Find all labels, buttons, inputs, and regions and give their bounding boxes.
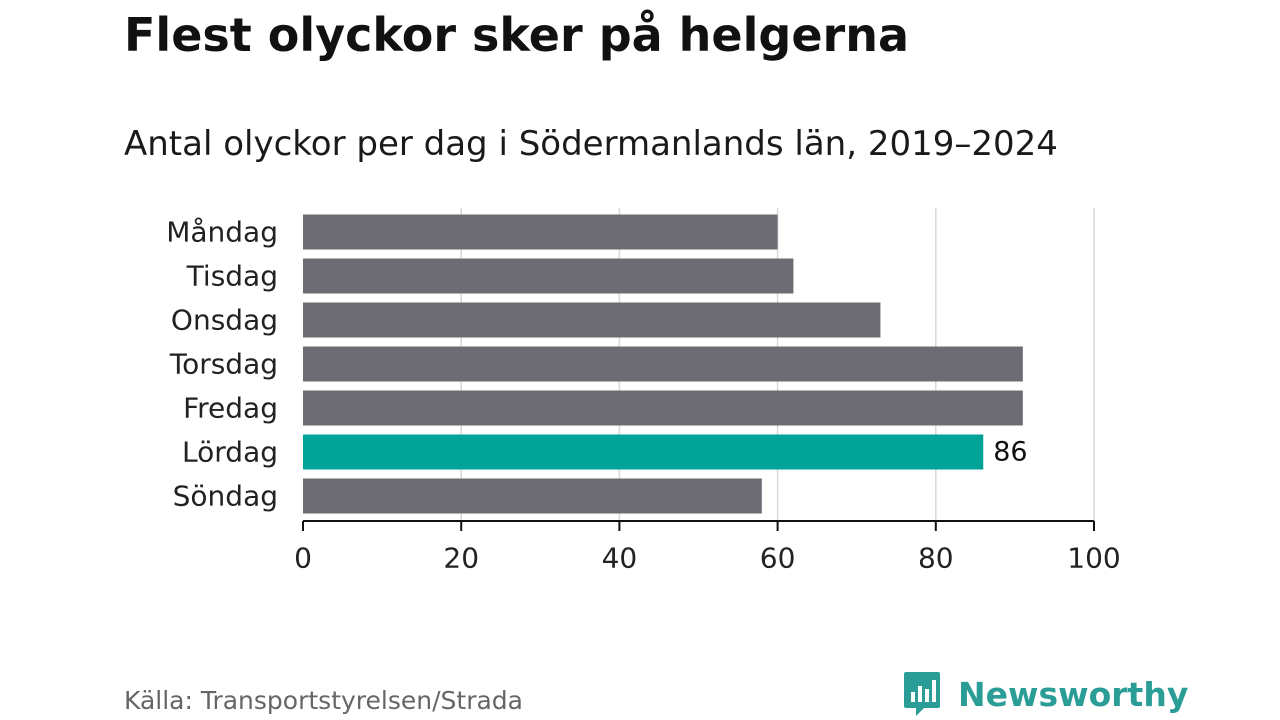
- category-label: Söndag: [173, 480, 278, 513]
- bar-torsdag: [303, 346, 1023, 382]
- category-label: Lördag: [182, 436, 278, 469]
- bar-lördag: [303, 434, 984, 470]
- x-tick-label: 60: [760, 542, 796, 575]
- category-label: Måndag: [166, 216, 278, 249]
- chart-subtitle: Antal olyckor per dag i Södermanlands lä…: [124, 124, 1058, 164]
- bar-söndag: [303, 478, 762, 514]
- x-tick-label: 80: [918, 542, 954, 575]
- bar-tisdag: [303, 258, 794, 294]
- brand-logo: Newsworthy: [902, 670, 1188, 718]
- bar-onsdag: [303, 302, 881, 338]
- brand-name: Newsworthy: [958, 674, 1189, 714]
- x-tick-label: 0: [294, 542, 312, 575]
- x-tick-label: 20: [443, 542, 479, 575]
- category-label: Onsdag: [171, 304, 278, 337]
- category-label: Fredag: [183, 392, 278, 425]
- x-tick-label: 100: [1067, 542, 1120, 575]
- newsworthy-logo-icon: [904, 672, 940, 716]
- category-label: Torsdag: [169, 348, 278, 381]
- x-tick-label: 40: [602, 542, 638, 575]
- data-label: 86: [993, 437, 1027, 468]
- source-note: Källa: Transportstyrelsen/Strada: [124, 686, 523, 715]
- chart-title: Flest olyckor sker på helgerna: [124, 8, 909, 62]
- bar-måndag: [303, 214, 778, 250]
- category-label: Tisdag: [186, 260, 278, 293]
- bar-fredag: [303, 390, 1023, 426]
